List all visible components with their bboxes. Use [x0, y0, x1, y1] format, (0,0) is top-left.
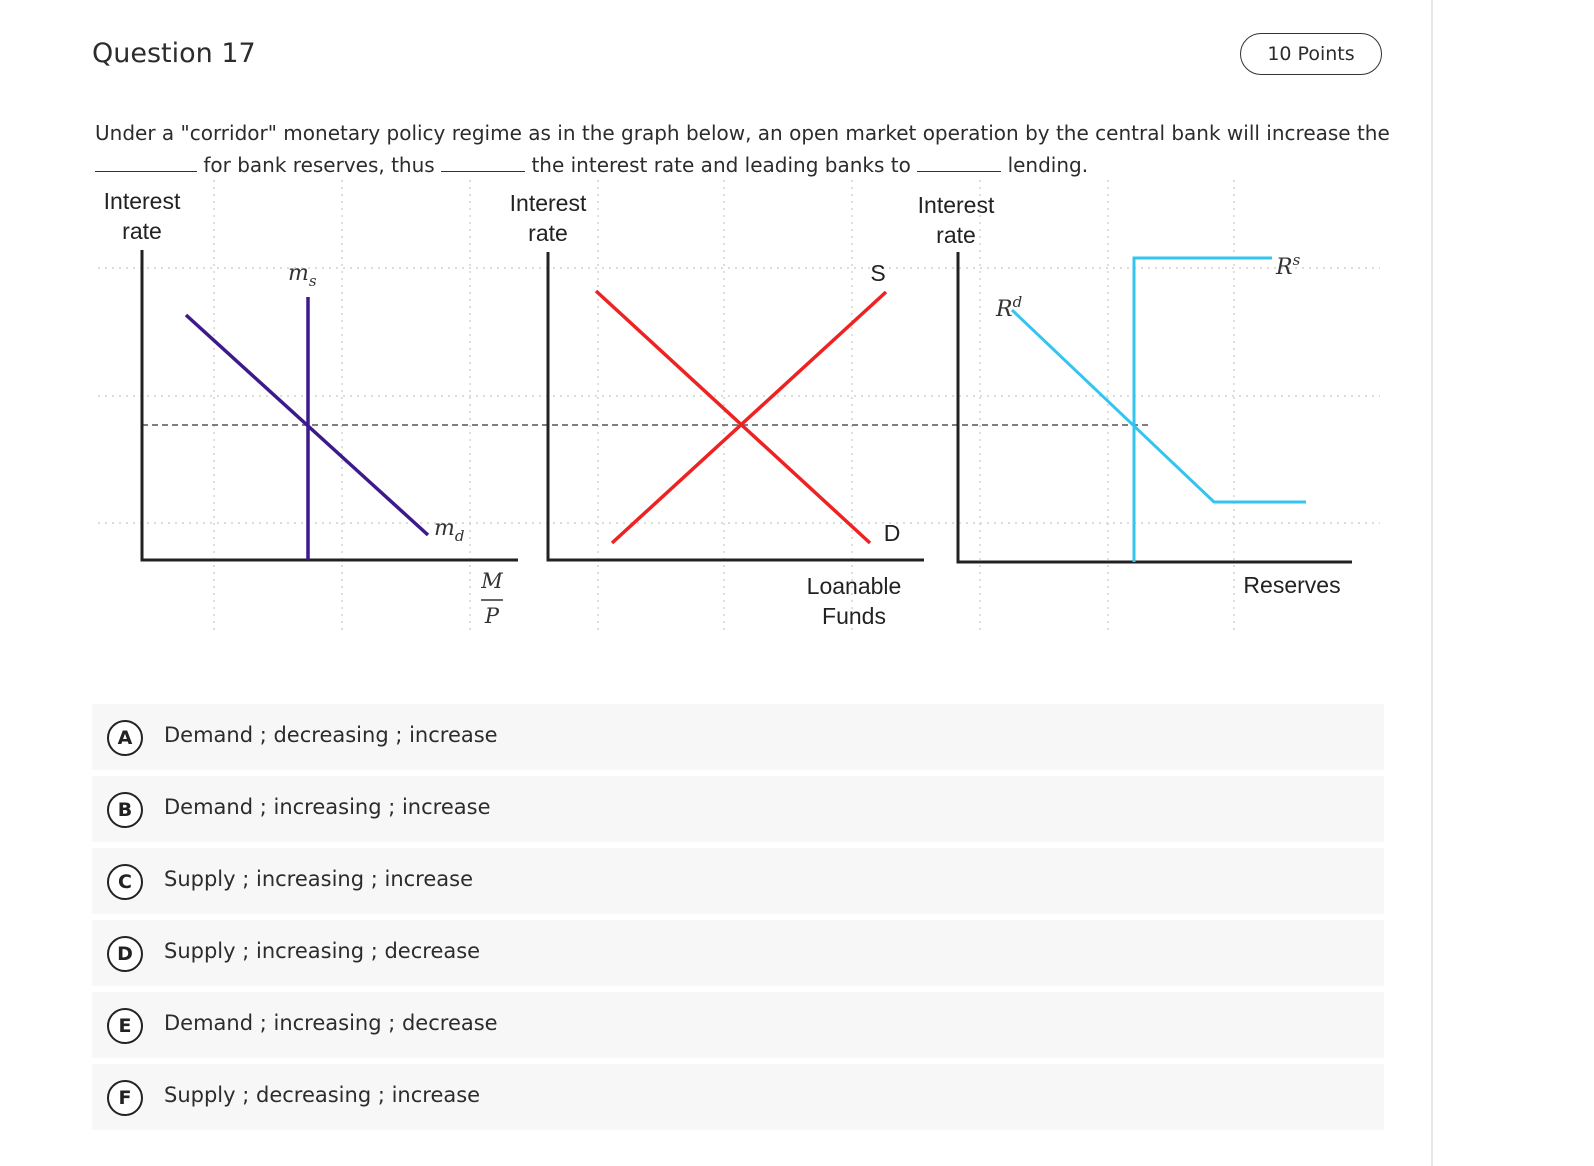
panel2-x-label-line1: Loanable [807, 573, 902, 599]
panel1-y-label-line2: rate [122, 218, 162, 244]
choice-d[interactable]: D Supply ; increasing ; decrease [92, 920, 1384, 986]
blank-3 [917, 170, 1002, 172]
choice-e-radio[interactable]: E [107, 1008, 143, 1044]
panel3-x-label: Reserves [1243, 572, 1340, 598]
reserve-demand-curve [1010, 308, 1306, 504]
panel3-axes [956, 252, 1352, 564]
prompt-text-4: lending. [1007, 153, 1089, 177]
choice-f-text: Supply ; decreasing ; increase [164, 1083, 481, 1107]
panel2-x-label-line2: Funds [822, 603, 886, 629]
points-badge: 10 Points [1240, 33, 1382, 75]
choice-b-radio[interactable]: B [107, 792, 143, 828]
choice-a-radio[interactable]: A [107, 720, 143, 756]
loanable-funds-panel: Interest rate S D Loanable Funds [510, 190, 924, 629]
choice-f[interactable]: F Supply ; decreasing ; increase [92, 1064, 1384, 1130]
loanable-supply-label: S [870, 260, 885, 286]
loanable-demand-curve [594, 289, 872, 545]
choice-c[interactable]: C Supply ; increasing ; increase [92, 848, 1384, 914]
panel1-y-label-line1: Interest [104, 188, 181, 214]
corridor-graph: Interest rate ms md M P Interest rate S … [98, 180, 1380, 635]
panel3-y-label-line1: Interest [918, 192, 995, 218]
prompt-text-2: for bank reserves, thus [203, 153, 435, 177]
question-title: Question 17 [92, 38, 256, 69]
choice-d-text: Supply ; increasing ; decrease [164, 939, 481, 963]
choice-c-radio[interactable]: C [107, 864, 143, 900]
panel2-axes [546, 252, 924, 562]
reserves-market-panel: Interest rate Rd Rs Reserves [918, 192, 1352, 598]
x-label-denominator: P [484, 604, 500, 628]
money-market-panel: Interest rate ms md M P [104, 188, 518, 628]
panel3-y-label-line2: rate [936, 222, 976, 248]
money-supply-label: ms [288, 261, 317, 290]
reserve-supply-curve [1132, 256, 1272, 562]
choice-b-text: Demand ; increasing ; increase [164, 795, 491, 819]
x-label-numerator: M [480, 569, 503, 593]
panel2-y-label-line1: Interest [510, 190, 587, 216]
prompt-text-1: Under a "corridor" monetary policy regim… [95, 121, 1390, 145]
right-divider [1431, 0, 1433, 1166]
blank-2 [441, 170, 526, 172]
loanable-demand-label: D [884, 520, 901, 546]
blank-1 [95, 170, 197, 172]
choice-d-radio[interactable]: D [107, 936, 143, 972]
choice-c-text: Supply ; increasing ; increase [164, 867, 473, 891]
choice-f-radio[interactable]: F [107, 1080, 143, 1116]
choice-a[interactable]: A Demand ; decreasing ; increase [92, 704, 1384, 770]
panel2-y-label-line2: rate [528, 220, 568, 246]
money-demand-curve [184, 313, 430, 537]
loanable-supply-curve [610, 290, 888, 545]
panel1-axes [140, 250, 518, 562]
question-prompt: Under a "corridor" monetary policy regim… [95, 117, 1425, 181]
choice-e[interactable]: E Demand ; increasing ; decrease [92, 992, 1384, 1058]
money-demand-label: md [434, 516, 464, 545]
reserve-supply-label: Rs [1275, 251, 1301, 280]
reserve-demand-label: Rd [995, 293, 1022, 322]
answer-choices: A Demand ; decreasing ; increase B Deman… [92, 704, 1384, 1136]
choice-e-text: Demand ; increasing ; decrease [164, 1011, 498, 1035]
choice-b[interactable]: B Demand ; increasing ; increase [92, 776, 1384, 842]
prompt-text-3: the interest rate and leading banks to [531, 153, 911, 177]
choice-a-text: Demand ; decreasing ; increase [164, 723, 498, 747]
